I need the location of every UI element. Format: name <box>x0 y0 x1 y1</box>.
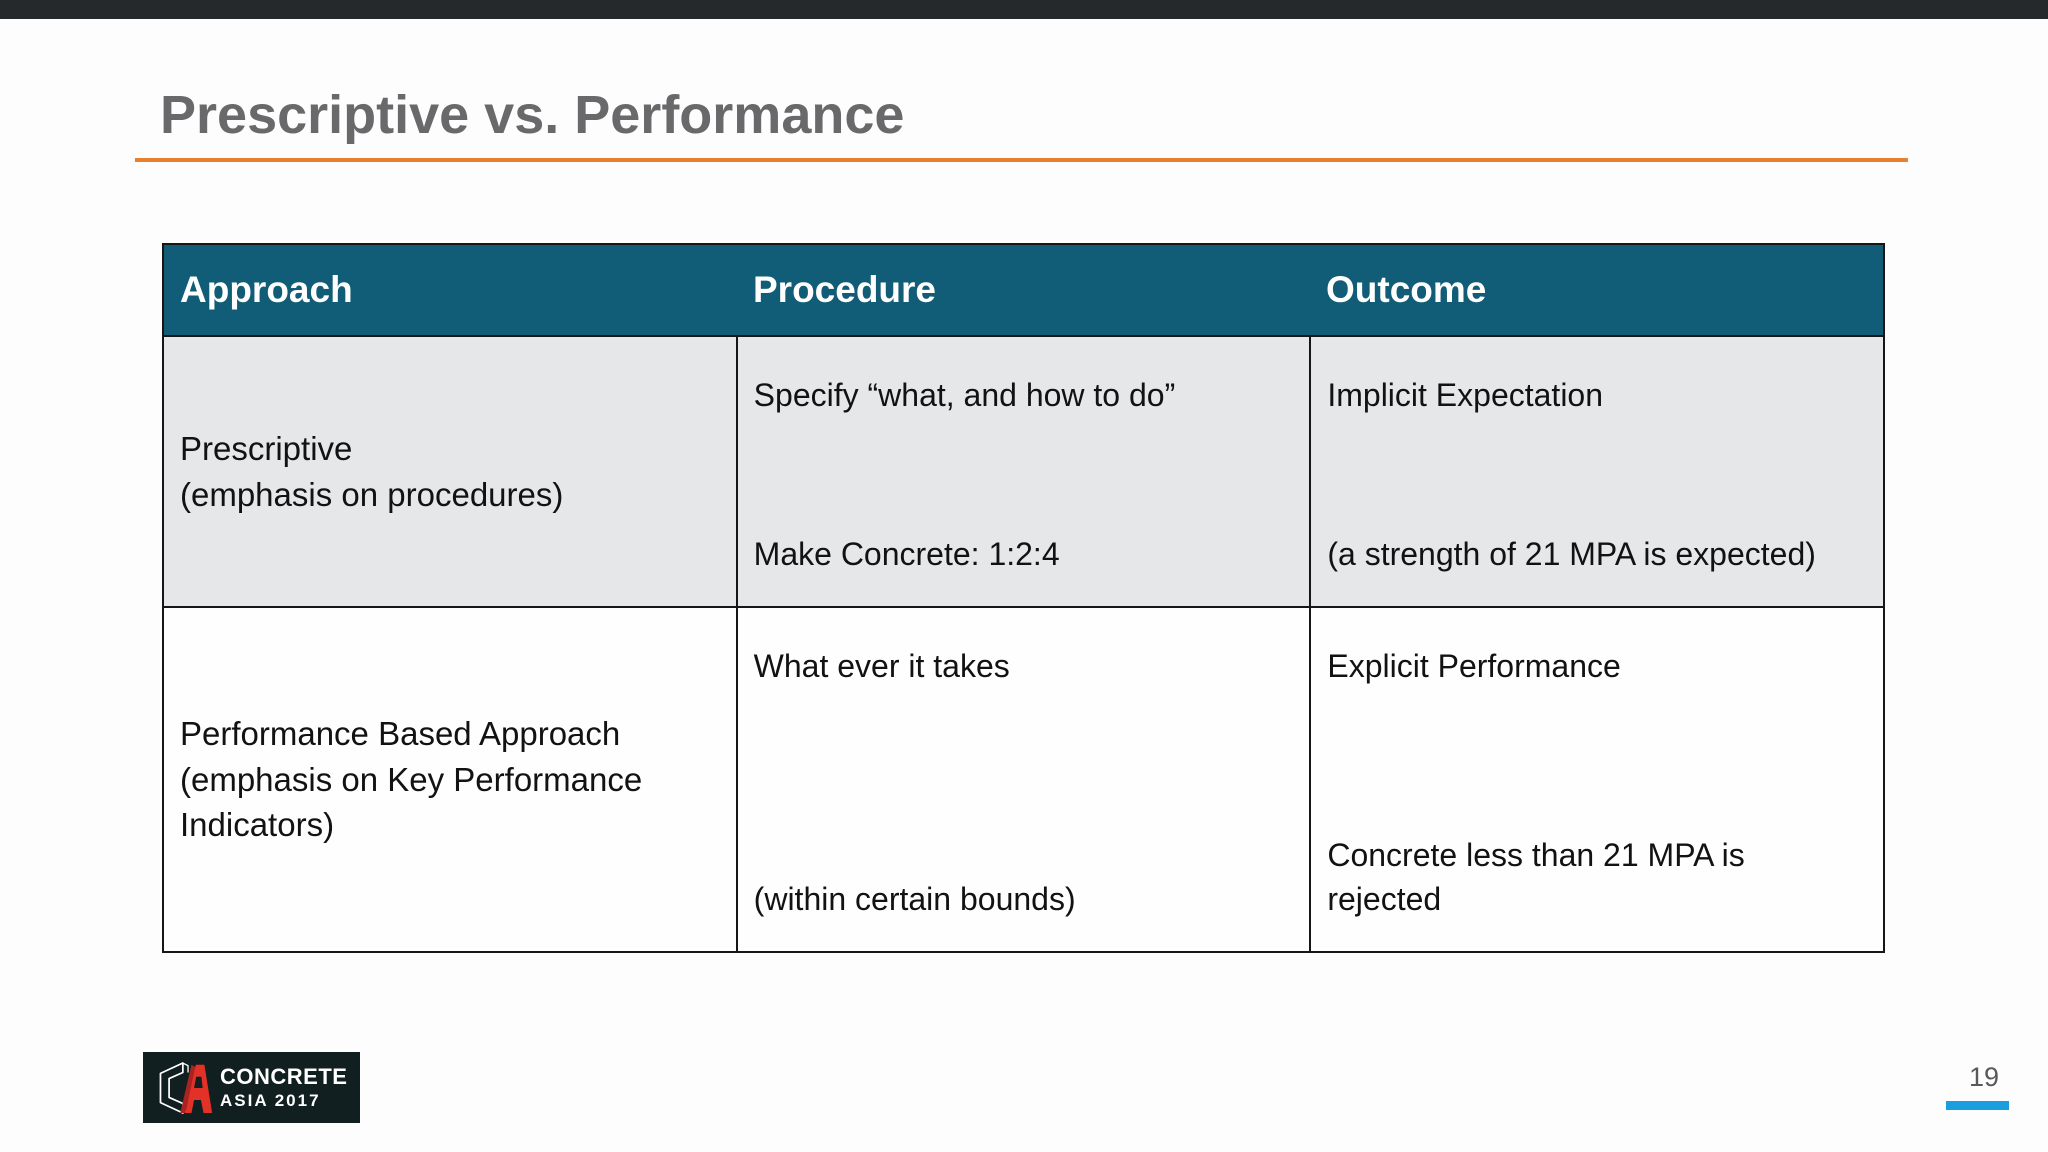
cell-text-top: Specify “what, and how to do” <box>753 377 1176 413</box>
top-bar <box>0 0 2048 19</box>
logo-line1: CONCRETE <box>220 1064 348 1089</box>
column-header-procedure: Procedure <box>753 269 937 310</box>
page-number: 19 <box>1968 1062 2000 1092</box>
comparison-table: Approach Procedure Outcome Prescriptive … <box>162 243 1885 953</box>
cell-text-bottom: (a strength of 21 MPA is expected) <box>1327 535 1816 572</box>
page-title: Prescriptive vs. Performance <box>160 85 905 145</box>
cell-prescriptive-approach: Prescriptive (emphasis on procedures) <box>180 429 564 513</box>
table-row-prescriptive: Prescriptive (emphasis on procedures) Sp… <box>164 335 1883 606</box>
column-header-outcome: Outcome <box>1326 269 1487 310</box>
logo-text: CONCRETE ASIA 2017 <box>220 1064 348 1110</box>
logo-line2: ASIA 2017 <box>220 1091 321 1110</box>
cell-text-top: Implicit Expectation <box>1327 377 1604 413</box>
table-header-row: Approach Procedure Outcome <box>164 245 1883 335</box>
cell-performance-procedure: What ever it takes (within certain bound… <box>735 608 1310 951</box>
cell-text-bottom: Concrete less than 21 MPA is rejected <box>1327 836 1745 917</box>
page-number-underline <box>1946 1101 2009 1110</box>
table-row-performance: Performance Based Approach (emphasis on … <box>164 606 1883 951</box>
cell-text-top: Explicit Performance <box>1327 648 1621 684</box>
column-header-approach: Approach <box>180 269 353 310</box>
cell-text-bottom: (within certain bounds) <box>753 880 1076 917</box>
title-underline <box>135 158 1908 162</box>
cell-performance-outcome: Explicit Performance Concrete less than … <box>1309 608 1883 951</box>
cell-prescriptive-procedure: Specify “what, and how to do” Make Concr… <box>735 337 1310 606</box>
concrete-asia-logo: CONCRETE ASIA 2017 <box>143 1052 360 1123</box>
cell-text-top: What ever it takes <box>753 648 1010 684</box>
cell-performance-approach: Performance Based Approach (emphasis on … <box>180 715 643 844</box>
cell-text-bottom: Make Concrete: 1:2:4 <box>753 535 1060 572</box>
cell-prescriptive-outcome: Implicit Expectation (a strength of 21 M… <box>1309 337 1883 606</box>
concrete-asia-logo-mark-icon <box>151 1060 213 1116</box>
